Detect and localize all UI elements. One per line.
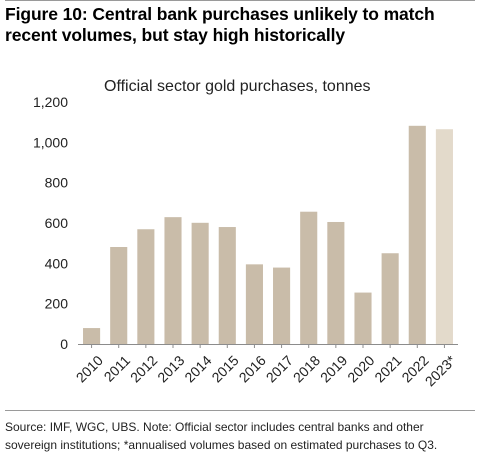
y-tick-label: 1,200 [33,94,68,110]
footnote-rule [5,410,475,411]
y-axis: 0 200 400 600 800 1,000 1,200 [33,94,68,352]
y-tick-label: 400 [45,255,69,271]
y-tick-label: 800 [45,175,69,191]
y-tick-label: 0 [60,336,68,352]
bar-2015 [218,227,236,344]
bar-2021 [381,253,399,344]
bar-2022 [408,125,426,344]
bar-2020 [354,292,372,344]
bar-2017 [273,267,291,344]
x-tick-label: 2012 [127,352,160,385]
x-tick-label: 2016 [236,352,269,385]
x-tick-label: 2013 [154,352,187,385]
x-tick-label: 2020 [344,352,377,385]
x-tick-label: 2011 [101,352,134,385]
x-tick-label: 2010 [73,352,106,385]
x-tick-label: 2015 [208,352,241,385]
x-tick-label: 2018 [290,352,323,385]
bar-2010 [83,328,101,344]
figure-title: Figure 10: Central bank purchases unlike… [5,4,435,45]
x-tick-label: 2021 [371,352,404,385]
bar-2019 [327,221,345,344]
bar-2011 [110,246,128,344]
bars-group [83,125,453,344]
bar-2018 [300,211,318,344]
x-tick-label: 2023* [422,352,460,390]
bar-2016 [245,264,263,344]
x-tick-label: 2014 [181,352,214,385]
bar-2014 [191,222,209,344]
bar-chart: Official sector gold purchases, tonnes 0… [33,78,460,390]
bar-2023-estimate [435,129,453,344]
y-tick-label: 600 [45,215,69,231]
y-tick-label: 200 [45,296,69,312]
chart-container: Official sector gold purchases, tonnes 0… [0,66,481,416]
bar-2012 [137,229,155,344]
x-axis: 2010201120122013201420152016201720182019… [73,344,460,390]
y-tick-label: 1,000 [33,134,68,150]
top-rule [5,0,475,1]
x-tick-label: 2019 [317,352,350,385]
x-tick-label: 2017 [263,352,296,385]
footnote: Source: IMF, WGC, UBS. Note: Official se… [5,420,438,452]
chart-title: Official sector gold purchases, tonnes [104,78,371,95]
bar-2013 [164,217,182,344]
